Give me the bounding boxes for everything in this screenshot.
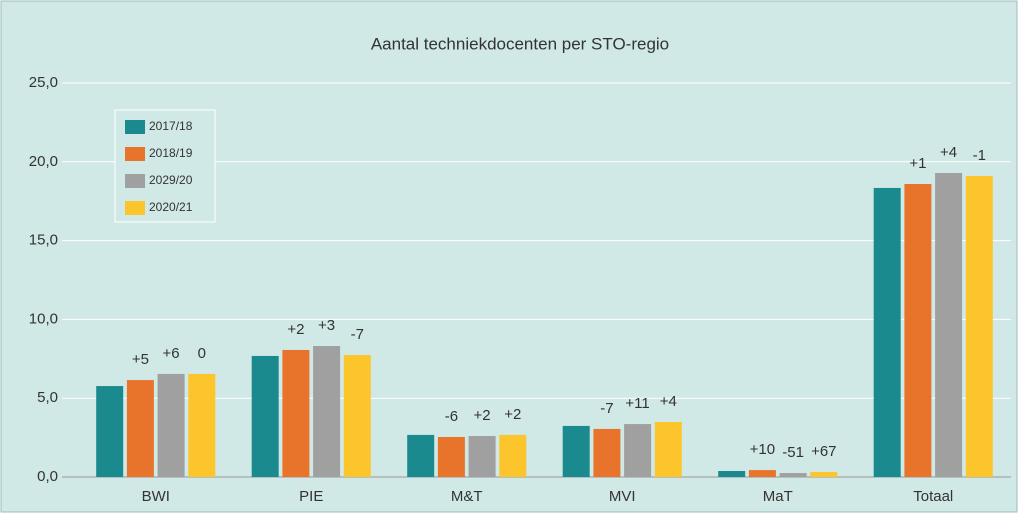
bar <box>624 424 652 477</box>
change-label: +1 <box>909 155 926 172</box>
change-label: -7 <box>351 326 364 343</box>
bar <box>437 436 465 477</box>
bar <box>779 473 807 477</box>
x-tick-label: Totaal <box>913 488 953 505</box>
change-label: +2 <box>474 407 491 424</box>
change-label: -51 <box>782 444 804 461</box>
bar <box>407 434 435 477</box>
bar <box>126 380 154 477</box>
bar <box>96 386 124 477</box>
change-label: +10 <box>750 441 775 458</box>
y-tick-label: 25,0 <box>29 74 58 91</box>
legend-label: 2017/18 <box>149 119 193 133</box>
y-tick-label: 15,0 <box>29 232 58 249</box>
bar <box>343 355 371 477</box>
change-label: +2 <box>504 406 521 423</box>
change-label: -6 <box>445 408 458 425</box>
change-label: 0 <box>198 345 206 362</box>
bar <box>654 421 682 477</box>
bar <box>873 187 901 477</box>
x-tick-label: MVI <box>609 488 636 505</box>
chart-title: Aantal techniekdocenten per STO-regio <box>371 34 669 53</box>
x-tick-label: BWI <box>142 488 170 505</box>
bar <box>468 436 496 477</box>
legend-swatch <box>125 174 145 188</box>
legend-swatch <box>125 120 145 134</box>
bar <box>718 471 746 477</box>
x-tick-label: PIE <box>299 488 323 505</box>
bar <box>593 428 621 477</box>
change-label: +3 <box>318 317 335 334</box>
legend-label: 2018/19 <box>149 146 193 160</box>
bar <box>499 434 527 477</box>
change-label: -7 <box>600 400 613 417</box>
bar <box>188 373 216 477</box>
y-tick-label: 20,0 <box>29 153 58 170</box>
x-tick-label: MaT <box>763 488 793 505</box>
bar <box>935 172 963 477</box>
change-label: +4 <box>940 144 957 161</box>
bar <box>904 184 932 477</box>
bar <box>810 471 838 477</box>
change-label: +67 <box>811 443 836 460</box>
bar <box>157 373 185 477</box>
bar <box>251 355 279 477</box>
change-label: +2 <box>287 321 304 338</box>
legend-swatch <box>125 201 145 215</box>
change-label: +6 <box>163 345 180 362</box>
legend-swatch <box>125 147 145 161</box>
bar <box>562 425 590 477</box>
x-tick-label: M&T <box>451 488 483 505</box>
change-label: +5 <box>132 351 149 368</box>
y-tick-label: 5,0 <box>37 389 58 406</box>
change-label: -1 <box>973 147 986 164</box>
bar <box>748 470 776 477</box>
bar <box>282 349 310 477</box>
legend-label: 2020/21 <box>149 200 193 214</box>
y-tick-label: 10,0 <box>29 310 58 327</box>
bar <box>313 346 341 477</box>
change-label: +11 <box>625 395 649 412</box>
change-label: +4 <box>660 393 677 410</box>
y-tick-label: 0,0 <box>37 468 58 485</box>
bar <box>965 175 993 477</box>
legend-label: 2029/20 <box>149 173 193 187</box>
